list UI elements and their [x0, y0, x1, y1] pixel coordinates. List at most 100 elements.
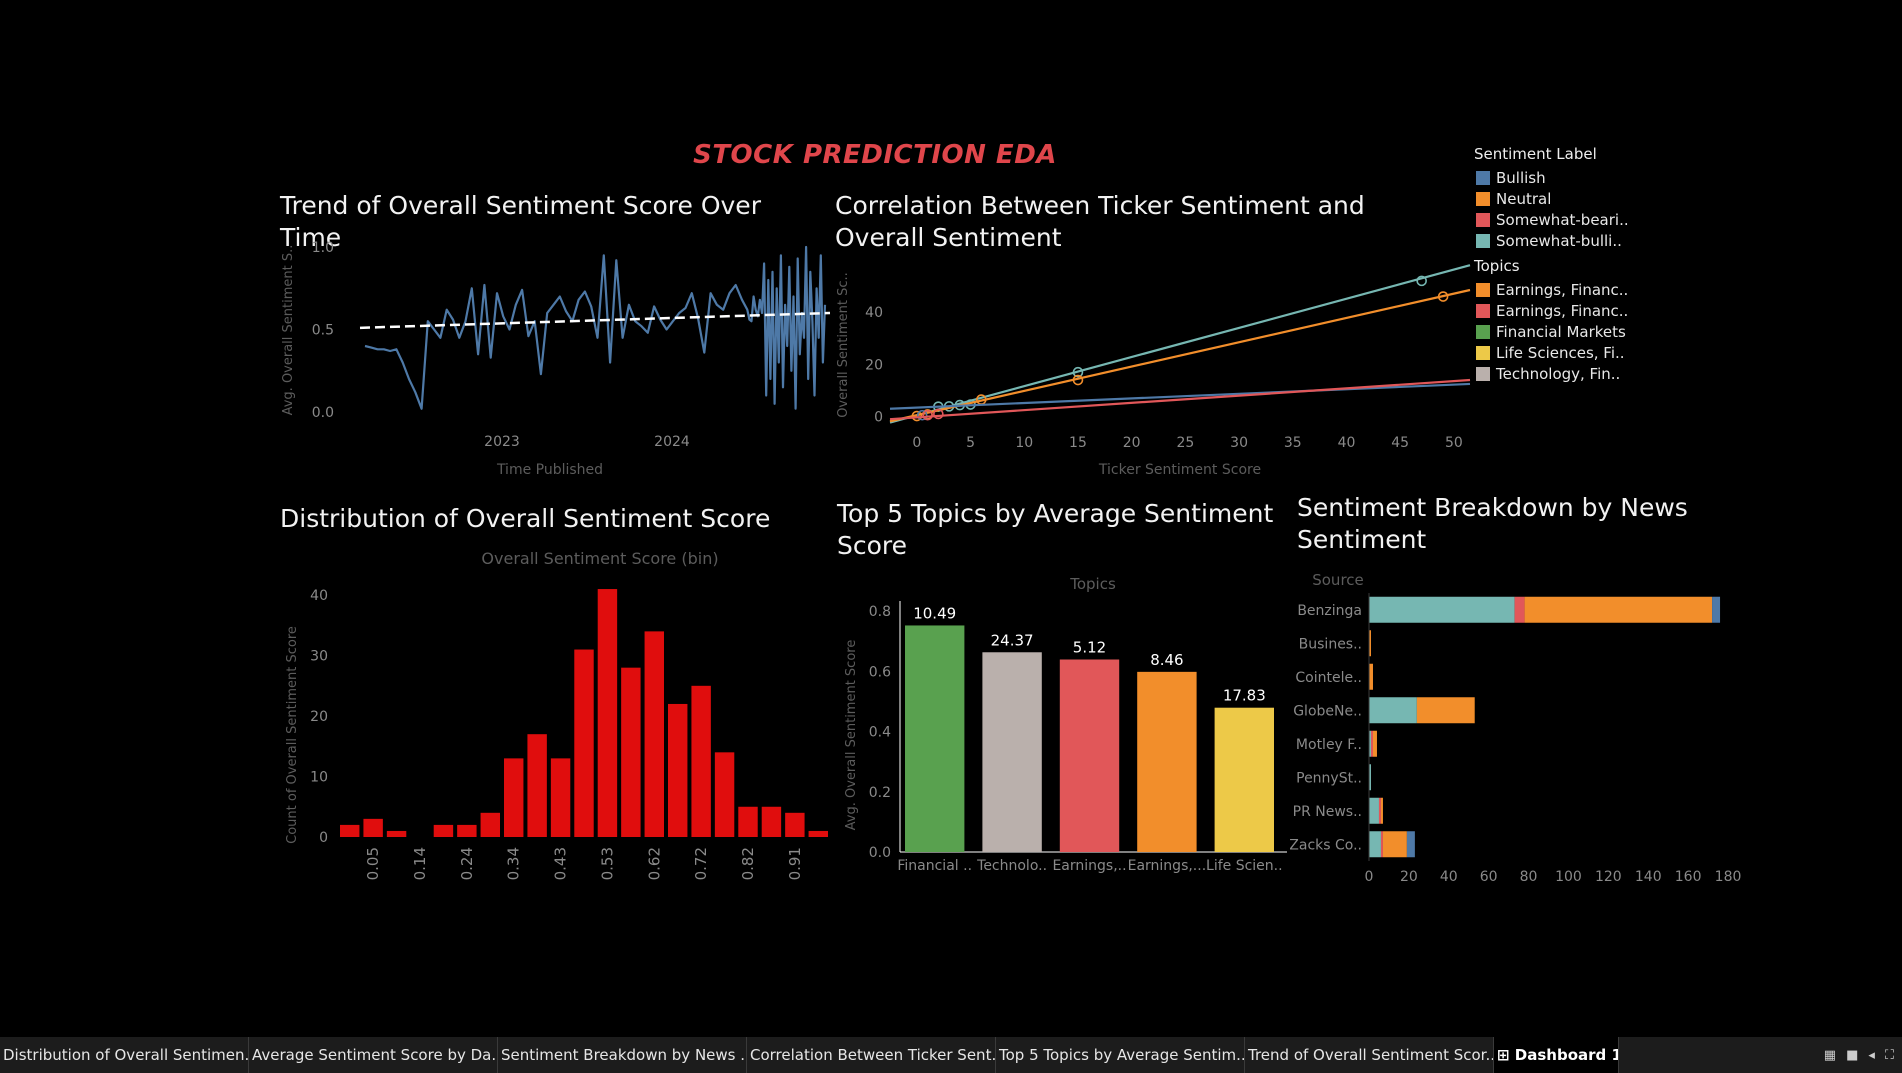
- sentiment-legend-item[interactable]: Somewhat-beari..: [1472, 209, 1672, 230]
- histogram-bar: [738, 806, 758, 837]
- sheet-tab[interactable]: Correlation Between Ticker Sent...: [747, 1037, 996, 1073]
- y-tick-label: 0: [319, 830, 328, 846]
- y-tick-label: 30: [310, 649, 328, 665]
- histogram-bar: [527, 734, 547, 837]
- legend-label: Bullish: [1496, 168, 1546, 187]
- topics-chart-title: Top 5 Topics by Average Sentiment Score: [837, 499, 1274, 560]
- bar-data-label: 10.49: [913, 604, 956, 622]
- stacked-bar-segment: [1369, 630, 1371, 657]
- trend-series-line: [364, 245, 827, 410]
- legend-swatch: [1476, 170, 1490, 185]
- topic-legend-item[interactable]: Technology, Fin..: [1472, 363, 1672, 384]
- sheet-tab[interactable]: Distribution of Overall Sentimen...: [0, 1037, 249, 1073]
- x-tick-label: Life Scien..: [1206, 858, 1283, 874]
- scatter-point: [1416, 275, 1427, 287]
- topic-bar: [1059, 659, 1120, 852]
- dashboard-title: STOCK PREDICTION EDA: [693, 140, 1057, 170]
- x-tick-label: 2024: [654, 434, 690, 450]
- sentiment-legend-title: Sentiment Label: [1474, 145, 1597, 163]
- histogram-bar: [433, 824, 454, 837]
- legend-swatch: [1476, 366, 1490, 381]
- legend-swatch: [1476, 303, 1490, 318]
- stacked-bar-segment: [1382, 831, 1407, 858]
- sentiment-legend-item[interactable]: Somewhat-bulli..: [1472, 230, 1672, 251]
- histogram-bar: [785, 812, 805, 837]
- x-tick-label: 0.91: [786, 847, 804, 880]
- breakdown-stacked-bar-chart[interactable]: Source Benzinga Busines.. Cointele.. GlobeNe…: [1290, 565, 1760, 895]
- sentiment-legend-item[interactable]: Neutral: [1472, 188, 1672, 209]
- y-tick-label: 0.6: [869, 664, 891, 680]
- y-axis-label: Avg. Overall Sentiment S..: [281, 245, 296, 416]
- fullscreen-icon[interactable]: ⛶: [1884, 1047, 1894, 1063]
- topic-legend-item[interactable]: Financial Markets: [1472, 321, 1672, 342]
- stacked-bar-segment: [1372, 730, 1377, 757]
- histogram-bar: [340, 824, 360, 837]
- bar-data-label: 24.37: [991, 631, 1034, 649]
- topics-legend-title: Topics: [1474, 257, 1520, 275]
- sheet-tab-bar: Distribution of Overall Sentimen... Avera…: [0, 1037, 1902, 1073]
- legend-panel: Sentiment Label Bullish Neutral Somewhat-b…: [1472, 143, 1672, 384]
- y-tick-label: 40: [865, 305, 883, 321]
- trend-line-chart[interactable]: 0.0 0.5 1.0 Avg. Overall Sentiment S.. 2023 2…: [280, 225, 840, 485]
- histogram-bar: [597, 589, 618, 837]
- scatter-point: [933, 408, 944, 420]
- stacked-bar-segment: [1369, 797, 1379, 824]
- x-tick-label: 180: [1715, 869, 1742, 885]
- topic-bar: [905, 625, 965, 852]
- y-tick-label: PennySt..: [1296, 770, 1362, 786]
- correlation-scatter-chart[interactable]: 0 20 40 0 5 10 15 20 25 30 35 40 45 50 Overall Sentime…: [835, 250, 1475, 485]
- sheet-tab[interactable]: Trend of Overall Sentiment Scor...: [1245, 1037, 1494, 1073]
- y-tick-label: 0.4: [869, 725, 891, 741]
- sentiment-legend-item[interactable]: Bullish: [1472, 167, 1672, 188]
- stacked-bar-segment: [1369, 831, 1381, 858]
- topic-legend-item[interactable]: Earnings, Financ..: [1472, 279, 1672, 300]
- prev-sheet-icon[interactable]: ◂: [1868, 1047, 1875, 1063]
- histogram-bar: [808, 830, 828, 837]
- histogram-bar: [574, 649, 594, 837]
- x-tick-label: 5: [966, 435, 975, 451]
- x-tick-label: 140: [1635, 869, 1662, 885]
- y-tick-label: 0.8: [869, 604, 891, 620]
- stacked-bar-segment: [1712, 596, 1721, 623]
- x-tick-label: 2023: [484, 434, 520, 450]
- histogram-bar: [714, 752, 735, 837]
- x-tick-label: 80: [1520, 869, 1538, 885]
- topics-bar-chart[interactable]: Topics 0.0 0.2 0.4 0.6 0.8 Avg. Overall Sentim…: [835, 570, 1295, 885]
- histogram-bar: [550, 758, 571, 837]
- sheet-tab[interactable]: Average Sentiment Score by Da...: [249, 1037, 498, 1073]
- topic-legend-item[interactable]: Life Sciences, Fi..: [1472, 342, 1672, 363]
- stacked-bar-segment: [1369, 764, 1371, 791]
- x-tick-label: 0.05: [364, 847, 382, 880]
- grid-view-icon[interactable]: ▦: [1823, 1047, 1837, 1063]
- x-axis-label: Time Published: [496, 462, 603, 478]
- scatter-point: [1072, 366, 1084, 378]
- x-tick-label: 15: [1069, 435, 1087, 451]
- x-tick-label: 0.62: [645, 847, 663, 880]
- sheet-tab[interactable]: Top 5 Topics by Average Sentim...: [996, 1037, 1245, 1073]
- y-tick-label: Benzinga: [1297, 603, 1362, 619]
- y-tick-label: Zacks Co..: [1290, 837, 1362, 853]
- y-tick-label: 0.2: [869, 785, 891, 801]
- tab-dashboard[interactable]: ⊞ Dashboard 1: [1494, 1037, 1619, 1073]
- x-tick-label: 160: [1675, 869, 1702, 885]
- y-axis-label: Avg. Overall Sentiment Score: [844, 640, 859, 831]
- scatter-point: [1437, 291, 1449, 302]
- y-tick-label: 0.0: [869, 845, 891, 861]
- x-tick-label: 0.53: [598, 847, 616, 880]
- legend-label: Somewhat-beari..: [1496, 210, 1629, 229]
- trend-line-dashed: [359, 311, 831, 330]
- y-axis-label: Count of Overall Sentiment Score: [285, 626, 300, 844]
- legend-label: Earnings, Financ..: [1496, 301, 1629, 320]
- scatter-point: [922, 409, 933, 421]
- single-view-icon[interactable]: ■: [1846, 1047, 1859, 1063]
- histogram-bar: [363, 818, 383, 837]
- stacked-bar-segment: [1369, 596, 1515, 623]
- histogram-bar: [761, 806, 782, 837]
- distribution-histogram[interactable]: Overall Sentiment Score (bin) 0 10 20 30 40 Co…: [280, 545, 840, 885]
- y-tick-label: 1.0: [312, 240, 334, 256]
- legend-label: Technology, Fin..: [1496, 364, 1621, 383]
- x-tick-label: Earnings,..: [1052, 858, 1126, 874]
- topic-legend-item[interactable]: Earnings, Financ..: [1472, 300, 1672, 321]
- x-tick-label: 25: [1176, 435, 1194, 451]
- sheet-tab[interactable]: Sentiment Breakdown by News ...: [498, 1037, 747, 1073]
